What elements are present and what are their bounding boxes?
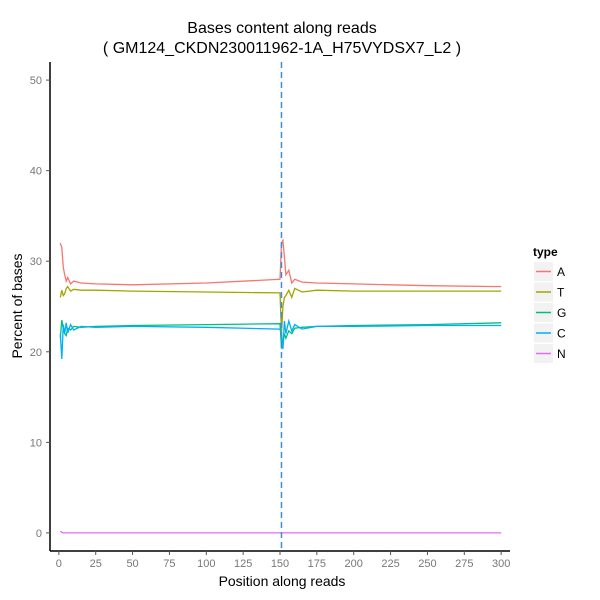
x-tick-label: 200 [345, 558, 363, 570]
x-tick-label: 225 [381, 558, 399, 570]
x-tick-label: 25 [90, 558, 102, 570]
x-tick-label: 75 [163, 558, 175, 570]
x-tick-label: 150 [271, 558, 289, 570]
x-tick-label: 175 [308, 558, 326, 570]
x-tick-label: 50 [126, 558, 138, 570]
legend-label: A [557, 265, 565, 279]
legend-title: type [533, 245, 558, 259]
series-line-N [59, 530, 502, 534]
y-tick-label: 30 [30, 256, 42, 268]
x-tick-label: 250 [418, 558, 436, 570]
legend-label: G [557, 306, 566, 320]
legend-label: N [557, 347, 566, 361]
chart-subtitle: ( GM124_CKDN230011962-1A_H75VYDSX7_L2 ) [103, 40, 461, 57]
y-tick-label: 20 [30, 347, 42, 359]
series-line-T [59, 285, 502, 334]
legend-label: T [557, 286, 565, 300]
series-line-A [59, 238, 502, 288]
series-line-G [59, 319, 502, 350]
y-axis-label: Percent of bases [9, 253, 25, 358]
y-tick-label: 40 [30, 166, 42, 178]
y-tick-label: 50 [30, 75, 42, 87]
y-tick-label: 10 [30, 437, 42, 449]
chart-title: Bases content along reads [187, 20, 376, 37]
x-axis-label: Position along reads [219, 573, 346, 589]
x-tick-label: 125 [234, 558, 252, 570]
series-line-C [59, 318, 502, 360]
x-tick-label: 300 [492, 558, 510, 570]
x-tick-label: 100 [197, 558, 215, 570]
y-tick-label: 0 [36, 528, 42, 540]
x-tick-label: 0 [56, 558, 62, 570]
x-tick-label: 275 [455, 558, 473, 570]
legend-label: C [557, 327, 566, 341]
